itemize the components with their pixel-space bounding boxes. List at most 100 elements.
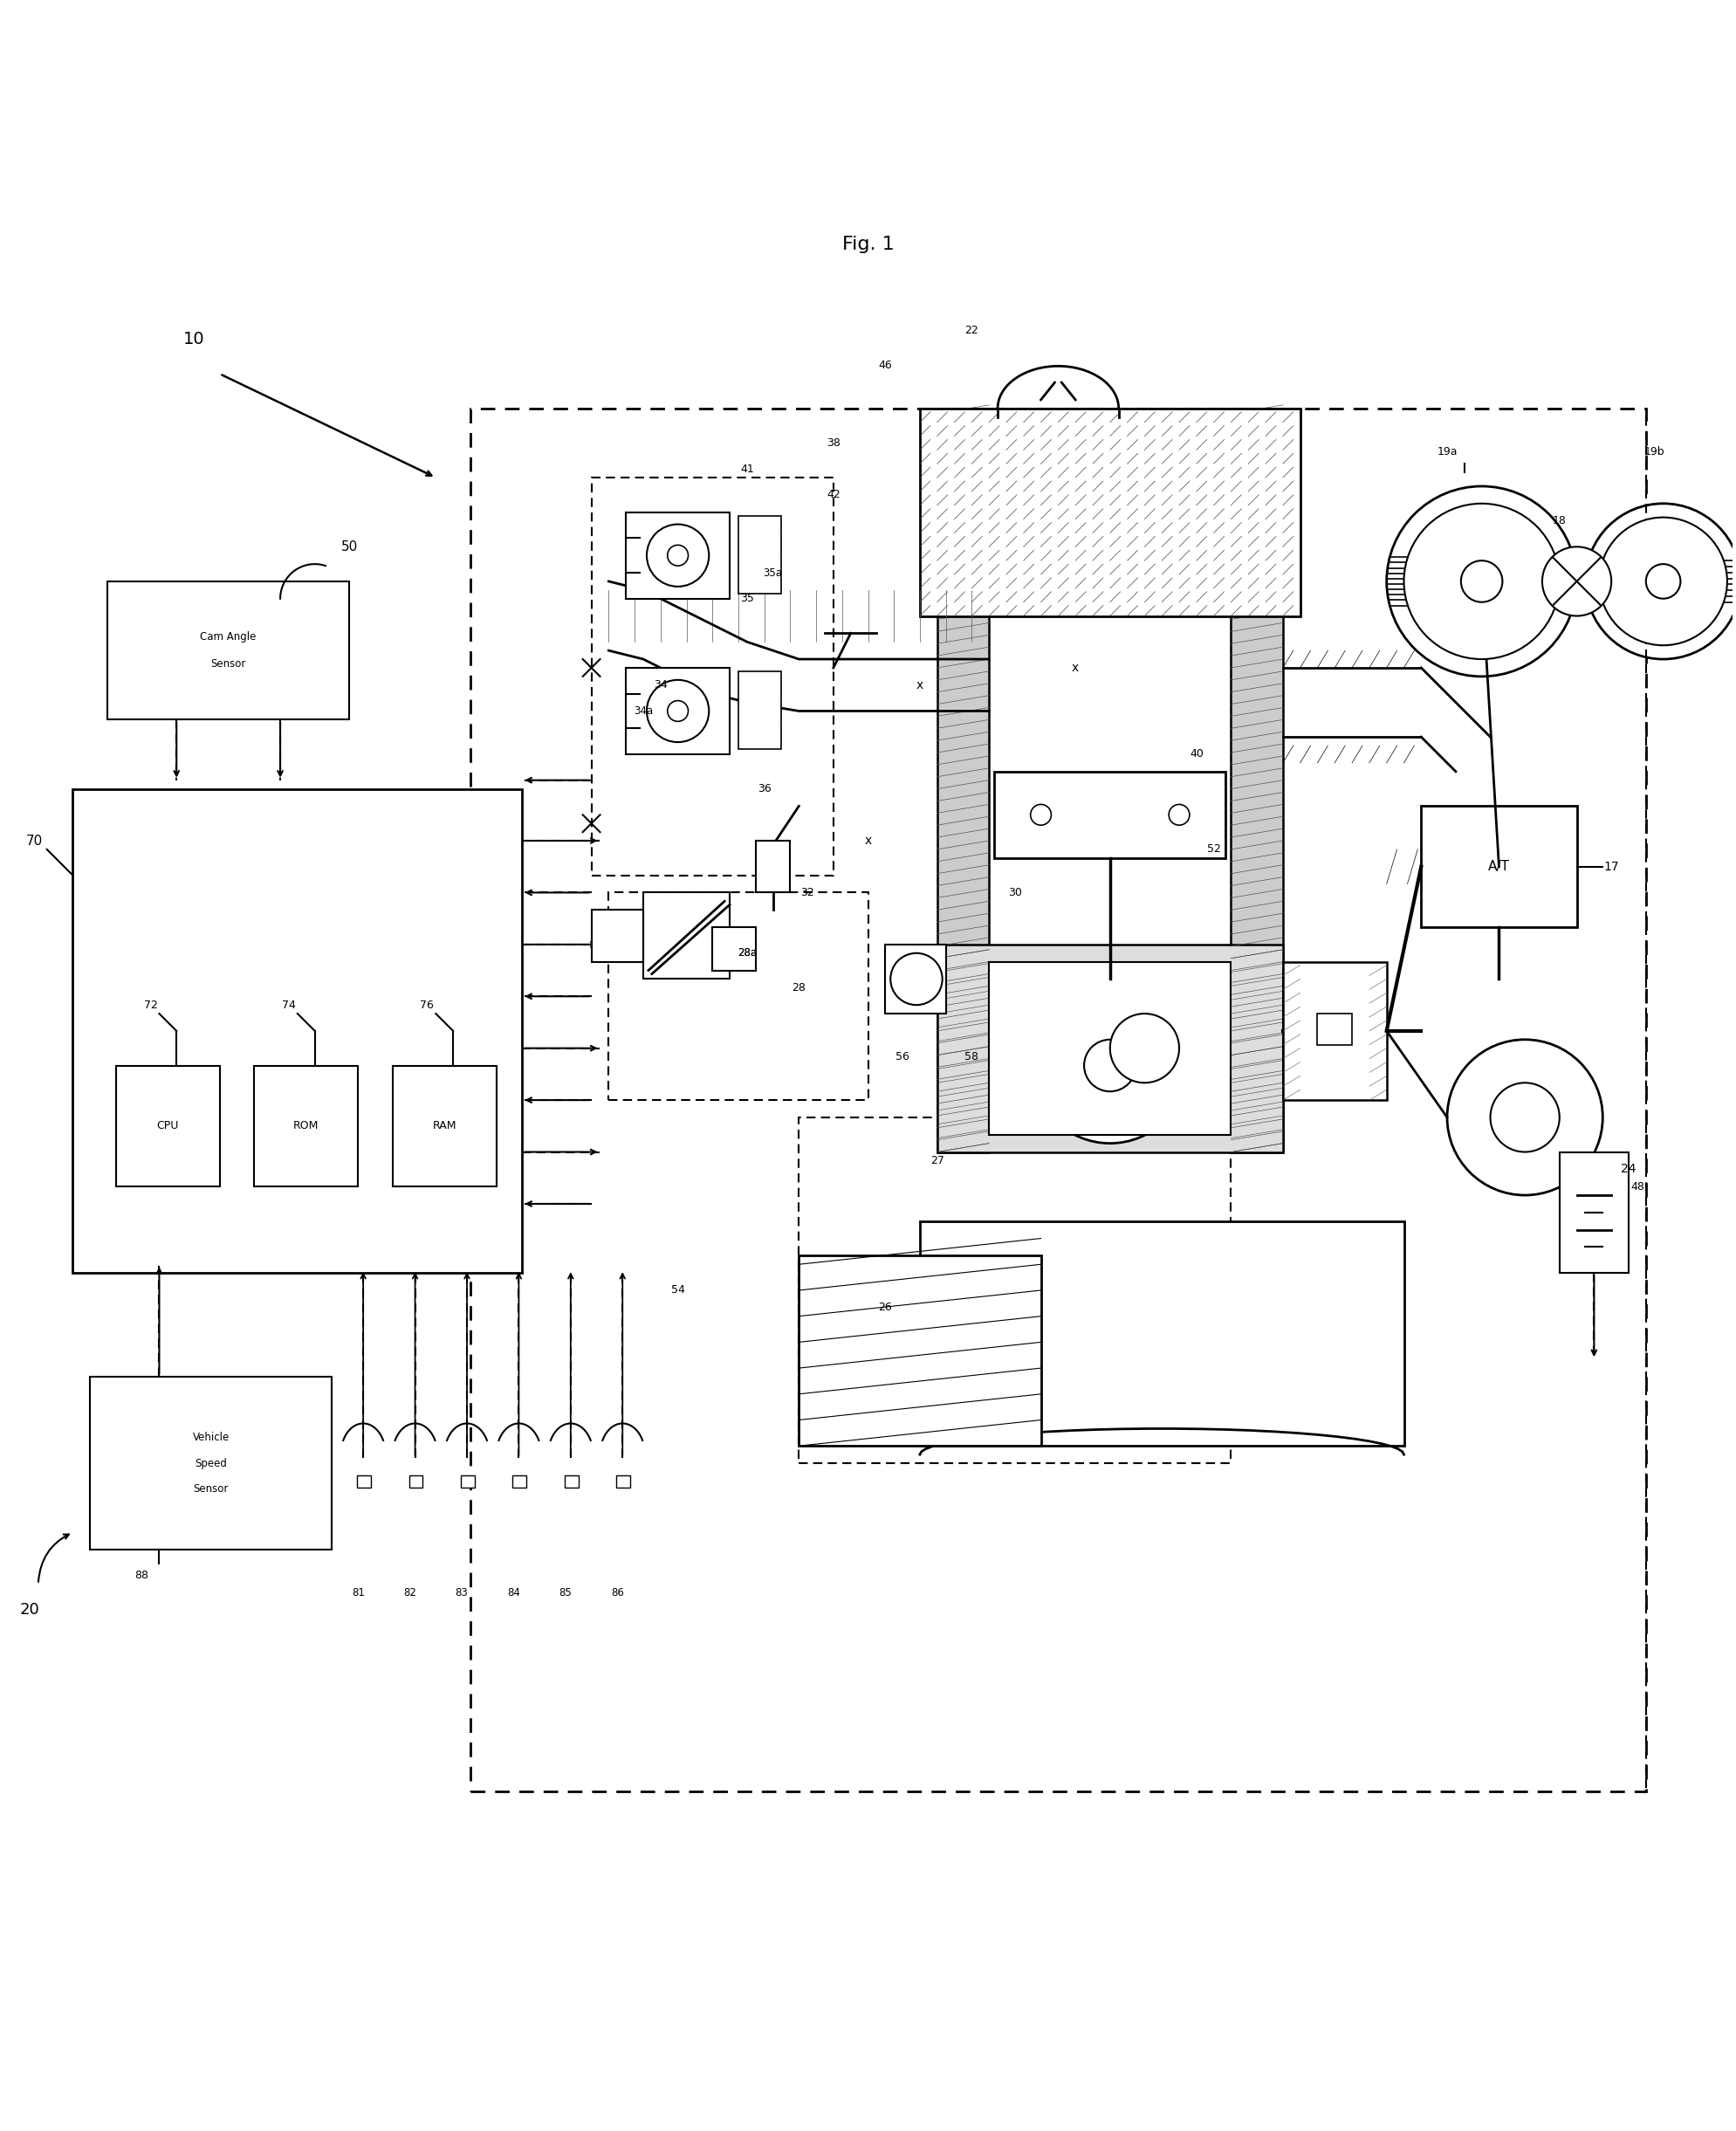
Text: 84: 84 [507,1588,521,1598]
Circle shape [667,546,687,567]
Circle shape [1404,503,1559,658]
Text: 88: 88 [135,1571,149,1581]
Text: A/T: A/T [1488,861,1510,874]
Bar [564,1475,578,1487]
Circle shape [1083,1040,1135,1091]
Text: 40: 40 [1189,748,1203,761]
Text: ROM: ROM [293,1121,319,1132]
Text: 76: 76 [420,999,434,1010]
Text: 26: 26 [878,1302,892,1313]
Text: x: x [865,835,871,846]
Circle shape [1646,565,1680,599]
Bar [616,1475,630,1487]
Bar [1283,978,1352,1083]
Text: 28: 28 [792,982,806,993]
Circle shape [1168,803,1189,825]
Bar [392,1066,496,1187]
Text: 54: 54 [670,1285,684,1296]
Bar [799,1117,1231,1464]
Bar [995,771,1226,859]
Text: 38: 38 [826,437,840,450]
Bar [885,944,946,1014]
Circle shape [1387,486,1576,676]
Bar [712,927,755,970]
Text: 74: 74 [281,999,295,1010]
Text: 83: 83 [455,1588,469,1598]
Text: 28a: 28a [738,948,757,959]
Bar [755,842,790,893]
Text: 35: 35 [740,592,753,605]
Text: Sensor: Sensor [193,1483,229,1494]
Circle shape [1462,560,1502,603]
Bar [799,1255,1042,1447]
Text: 42: 42 [826,490,840,501]
Circle shape [648,680,708,742]
Bar [920,1221,1404,1447]
Text: 58: 58 [965,1051,979,1063]
Bar [90,1377,332,1549]
Text: 34a: 34a [634,705,653,716]
Bar [73,788,523,1272]
Bar [1559,1153,1628,1272]
Bar [470,409,1646,1792]
Bar [1283,961,1387,1100]
Text: 85: 85 [559,1588,571,1598]
Circle shape [1031,803,1052,825]
Bar [920,409,1300,616]
Circle shape [1033,987,1187,1144]
Text: Cam Angle: Cam Angle [200,631,257,641]
Text: 19a: 19a [1437,445,1458,458]
Text: 32: 32 [800,886,814,899]
Bar [627,667,729,754]
Circle shape [1489,1083,1559,1153]
Bar [512,1475,526,1487]
Circle shape [1599,518,1727,646]
Text: 34: 34 [654,680,667,690]
Text: 36: 36 [757,784,771,795]
Text: 19b: 19b [1644,445,1665,458]
Circle shape [1109,1014,1179,1083]
Bar [116,1066,220,1187]
Text: 17: 17 [1604,861,1620,874]
Circle shape [1448,1040,1602,1195]
Text: 28a: 28a [738,948,757,959]
Text: 22: 22 [965,324,979,337]
Text: 35a: 35a [764,567,783,578]
Bar [627,511,729,599]
Text: 10: 10 [182,330,205,347]
Bar [738,516,781,592]
Text: Sensor: Sensor [210,658,247,669]
Text: x: x [1071,663,1080,673]
Bar [592,910,644,961]
Bar [460,1475,474,1487]
Bar [937,944,1283,1153]
Text: CPU: CPU [156,1121,179,1132]
Bar [738,671,781,750]
Bar [1422,806,1576,927]
Circle shape [1542,548,1611,616]
Text: 24: 24 [1621,1164,1637,1176]
Circle shape [891,953,943,1006]
Bar [358,1475,372,1487]
Bar [937,409,990,1153]
Text: 41: 41 [740,462,753,475]
Text: 48: 48 [1630,1181,1644,1191]
Text: 20: 20 [19,1603,40,1617]
Bar [108,582,349,720]
Circle shape [648,524,708,586]
Text: Fig. 1: Fig. 1 [842,234,894,254]
Bar [609,893,868,1100]
Text: 46: 46 [878,360,892,371]
Text: 50: 50 [340,541,358,554]
Bar [990,961,1231,1134]
Text: 30: 30 [1009,886,1023,899]
Bar [1231,409,1283,1153]
Bar [592,477,833,876]
Text: Vehicle: Vehicle [193,1432,229,1443]
Bar [644,893,729,978]
Text: 86: 86 [611,1588,623,1598]
Text: 72: 72 [144,999,158,1010]
Circle shape [667,701,687,722]
Text: 56: 56 [896,1051,910,1063]
Text: Speed: Speed [194,1458,227,1468]
